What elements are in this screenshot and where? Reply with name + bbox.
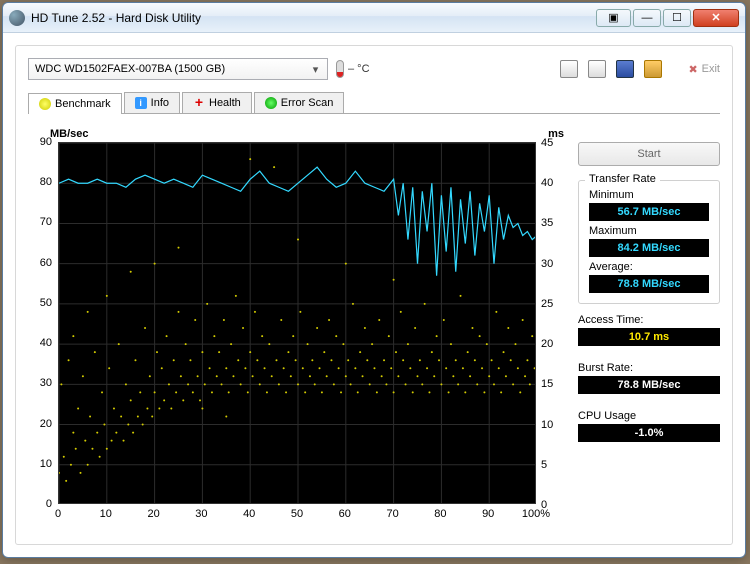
toolbar: [560, 60, 662, 78]
y-ticks-left: 0102030405060708090: [28, 142, 54, 504]
transfer-rate-group: Transfer Rate Minimum 56.7 MB/sec Maximu…: [578, 180, 720, 304]
burst-label: Burst Rate:: [578, 362, 720, 374]
drive-select-value: WDC WD1502FAEX-007BA (1500 GB): [35, 63, 225, 75]
app-icon: [9, 10, 25, 26]
copy-info-button[interactable]: [560, 60, 578, 78]
burst-value: 78.8 MB/sec: [578, 376, 720, 394]
min-label: Minimum: [589, 189, 709, 201]
max-label: Maximum: [589, 225, 709, 237]
tab-benchmark[interactable]: Benchmark: [28, 93, 122, 114]
benchmark-icon: [39, 98, 51, 110]
stats-panel: Start Transfer Rate Minimum 56.7 MB/sec …: [578, 142, 720, 530]
window-title: HD Tune 2.52 - Hard Disk Utility: [31, 11, 201, 25]
tab-health[interactable]: + Health: [182, 92, 252, 113]
tab-error-scan[interactable]: Error Scan: [254, 92, 345, 113]
exit-button[interactable]: ✖ Exit: [688, 63, 720, 76]
thermometer-icon: [336, 60, 344, 78]
benchmark-chart: 051015202530354045: [58, 142, 536, 504]
tab-info[interactable]: i Info: [124, 92, 180, 113]
help-button[interactable]: ▣: [596, 9, 631, 27]
tab-benchmark-label: Benchmark: [55, 98, 111, 110]
transfer-rate-title: Transfer Rate: [585, 173, 660, 185]
avg-label: Average:: [589, 261, 709, 273]
burst-rate-group: Burst Rate: 78.8 MB/sec: [578, 362, 720, 398]
save-button[interactable]: [616, 60, 634, 78]
chevron-down-icon: ▾: [308, 60, 323, 78]
access-value: 10.7 ms: [578, 328, 720, 346]
y-ticks-right: 051015202530354045: [539, 143, 561, 505]
max-value: 84.2 MB/sec: [589, 239, 709, 257]
access-time-group: Access Time: 10.7 ms: [578, 314, 720, 350]
drive-select[interactable]: WDC WD1502FAEX-007BA (1500 GB) ▾: [28, 58, 328, 80]
min-value: 56.7 MB/sec: [589, 203, 709, 221]
options-button[interactable]: [644, 60, 662, 78]
chart-area: MB/sec ms 0102030405060708090 0510152025…: [28, 142, 564, 530]
access-label: Access Time:: [578, 314, 720, 326]
close-icon: ✖: [688, 63, 697, 76]
cpu-value: -1.0%: [578, 424, 720, 442]
health-icon: +: [193, 97, 205, 109]
chart-svg: [59, 143, 535, 503]
top-row: WDC WD1502FAEX-007BA (1500 GB) ▾ – °C ✖ …: [28, 58, 720, 80]
tab-info-label: Info: [151, 97, 169, 109]
tabstrip: Benchmark i Info + Health Error Scan: [28, 92, 720, 114]
close-button[interactable]: ✕: [693, 9, 739, 27]
benchmark-panel: MB/sec ms 0102030405060708090 0510152025…: [28, 114, 720, 530]
info-icon: i: [135, 97, 147, 109]
tab-health-label: Health: [209, 97, 241, 109]
tab-error-label: Error Scan: [281, 97, 334, 109]
titlebar[interactable]: HD Tune 2.52 - Hard Disk Utility ▣ — ☐ ✕: [3, 3, 745, 33]
error-scan-icon: [265, 97, 277, 109]
app-window: HD Tune 2.52 - Hard Disk Utility ▣ — ☐ ✕…: [2, 2, 746, 558]
cpu-usage-group: CPU Usage -1.0%: [578, 410, 720, 446]
exit-label: Exit: [702, 63, 720, 75]
x-ticks: 0102030405060708090100%: [58, 508, 536, 524]
temperature-value: – °C: [348, 63, 370, 75]
minimize-button[interactable]: —: [633, 9, 661, 27]
temperature-display: – °C: [336, 60, 370, 78]
copy-screenshot-button[interactable]: [588, 60, 606, 78]
avg-value: 78.8 MB/sec: [589, 275, 709, 293]
maximize-button[interactable]: ☐: [663, 9, 691, 27]
content-panel: WDC WD1502FAEX-007BA (1500 GB) ▾ – °C ✖ …: [15, 45, 733, 545]
start-button[interactable]: Start: [578, 142, 720, 166]
y-axis-left-label: MB/sec: [50, 128, 89, 140]
cpu-label: CPU Usage: [578, 410, 720, 422]
